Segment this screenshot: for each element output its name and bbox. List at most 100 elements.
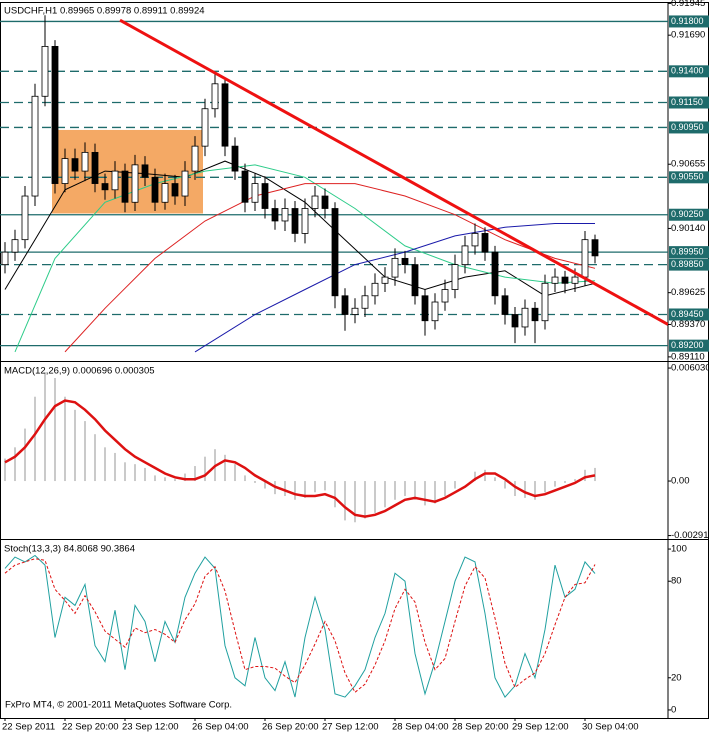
candle-body bbox=[81, 151, 89, 172]
y-tick-label: 0.89110 bbox=[671, 351, 705, 362]
y-tick-label: 0.90140 bbox=[671, 223, 705, 234]
candle-body bbox=[351, 307, 359, 315]
panel-title: USDCHF,H1 0.89965 0.89978 0.89911 0.8992… bbox=[4, 6, 205, 17]
candle-body bbox=[341, 295, 349, 315]
y-tick-label: 0.89625 bbox=[671, 287, 705, 298]
stoch-line bbox=[4, 554, 596, 698]
candle-body bbox=[141, 164, 149, 178]
frame bbox=[0, 2, 709, 719]
macd-signal bbox=[4, 399, 596, 518]
level-label-box bbox=[669, 171, 709, 184]
candle-body bbox=[291, 208, 299, 234]
level-label-box bbox=[669, 65, 709, 78]
candle-body bbox=[261, 183, 269, 209]
level-label-box bbox=[669, 96, 709, 109]
candle-body bbox=[271, 208, 279, 222]
moving-average bbox=[14, 164, 596, 353]
x-tick-label: 26 Sep 20:00 bbox=[262, 722, 319, 733]
candle-body bbox=[561, 276, 569, 284]
candle-body bbox=[51, 45, 59, 184]
candle-body bbox=[121, 170, 129, 203]
candle-body bbox=[581, 239, 589, 278]
candle-body bbox=[281, 208, 289, 222]
candle-body bbox=[71, 158, 79, 172]
y-tick-label: 20 bbox=[671, 672, 682, 683]
candle-body bbox=[481, 233, 489, 253]
panel bbox=[4, 372, 596, 523]
x-tick-label: 22 Sep 20:00 bbox=[62, 722, 119, 733]
y-tick-label: 0.91945 bbox=[671, 0, 705, 9]
candle-body bbox=[301, 208, 309, 234]
candle-body bbox=[191, 145, 199, 172]
candle-body bbox=[11, 239, 19, 253]
candle-body bbox=[361, 295, 369, 309]
candle-body bbox=[411, 264, 419, 297]
candle-body bbox=[231, 145, 239, 172]
level-label: 0.89950 bbox=[671, 247, 704, 257]
trend-line bbox=[119, 18, 668, 326]
y-tick-label: 0 bbox=[671, 704, 676, 715]
level-label: 0.89850 bbox=[671, 259, 704, 269]
panel-title: MACD(12,26,9) 0.000696 0.000305 bbox=[4, 366, 155, 377]
level-label-box bbox=[669, 208, 709, 221]
candle-body bbox=[431, 301, 439, 322]
candle-body bbox=[131, 164, 139, 203]
level-label: 0.91400 bbox=[671, 66, 704, 76]
candle-body bbox=[571, 276, 579, 284]
candle-body bbox=[161, 183, 169, 203]
y-tick-label: 0.006030 bbox=[671, 363, 709, 374]
candle-body bbox=[521, 307, 529, 328]
level-label: 0.89450 bbox=[671, 309, 704, 319]
candle-body bbox=[1, 251, 9, 266]
level-label-box bbox=[669, 121, 709, 134]
level-label: 0.89200 bbox=[671, 340, 704, 350]
panel-title: Stoch(13,3,3) 84.8068 90.3864 bbox=[4, 544, 135, 555]
candle-body bbox=[321, 195, 329, 209]
candle-body bbox=[331, 208, 339, 297]
x-tick-label: 28 Sep 04:00 bbox=[392, 722, 449, 733]
level-label: 0.91800 bbox=[671, 16, 704, 26]
level-label-box bbox=[669, 339, 709, 352]
candle-body bbox=[471, 233, 479, 247]
level-label: 0.91150 bbox=[671, 97, 703, 107]
candle-body bbox=[371, 282, 379, 297]
y-tick-label: -0.00291 bbox=[671, 530, 709, 541]
y-tick-label: 0.00 bbox=[671, 476, 690, 487]
y-tick-label: 80 bbox=[671, 576, 682, 587]
candle-body bbox=[21, 195, 29, 241]
level-label: 0.90550 bbox=[671, 172, 704, 182]
x-tick-label: 22 Sep 2011 bbox=[2, 722, 55, 733]
candle-body bbox=[461, 245, 469, 266]
candle-body bbox=[171, 183, 179, 197]
x-tick-label: 26 Sep 04:00 bbox=[192, 722, 249, 733]
candle-body bbox=[241, 170, 249, 203]
candle-body bbox=[451, 264, 459, 290]
panel bbox=[4, 554, 596, 698]
candle-body bbox=[61, 158, 69, 184]
candle-body bbox=[151, 176, 159, 203]
candle-body bbox=[311, 195, 319, 209]
candle-body bbox=[541, 282, 549, 322]
candle-body bbox=[511, 314, 519, 328]
candle-body bbox=[531, 307, 539, 322]
x-tick-label: 28 Sep 20:00 bbox=[452, 722, 509, 733]
candle-body bbox=[31, 95, 39, 197]
x-tick-label: 29 Sep 12:00 bbox=[512, 722, 569, 733]
stoch-line bbox=[4, 558, 596, 694]
candle-body bbox=[381, 276, 389, 284]
level-label-box bbox=[669, 308, 709, 321]
candle-body bbox=[421, 295, 429, 322]
candle-body bbox=[181, 170, 189, 197]
candle-body bbox=[101, 183, 109, 191]
level-label-box bbox=[669, 246, 709, 259]
moving-average bbox=[64, 183, 596, 353]
candle-body bbox=[211, 83, 219, 110]
y-tick-label: 0.91690 bbox=[671, 30, 705, 41]
candle-body bbox=[491, 251, 499, 297]
candle-body bbox=[221, 83, 229, 147]
candle-body bbox=[391, 257, 399, 278]
footer: FxPro MT4, © 2001-2011 MetaQuotes Softwa… bbox=[5, 700, 232, 711]
level-label: 0.90950 bbox=[671, 122, 704, 132]
